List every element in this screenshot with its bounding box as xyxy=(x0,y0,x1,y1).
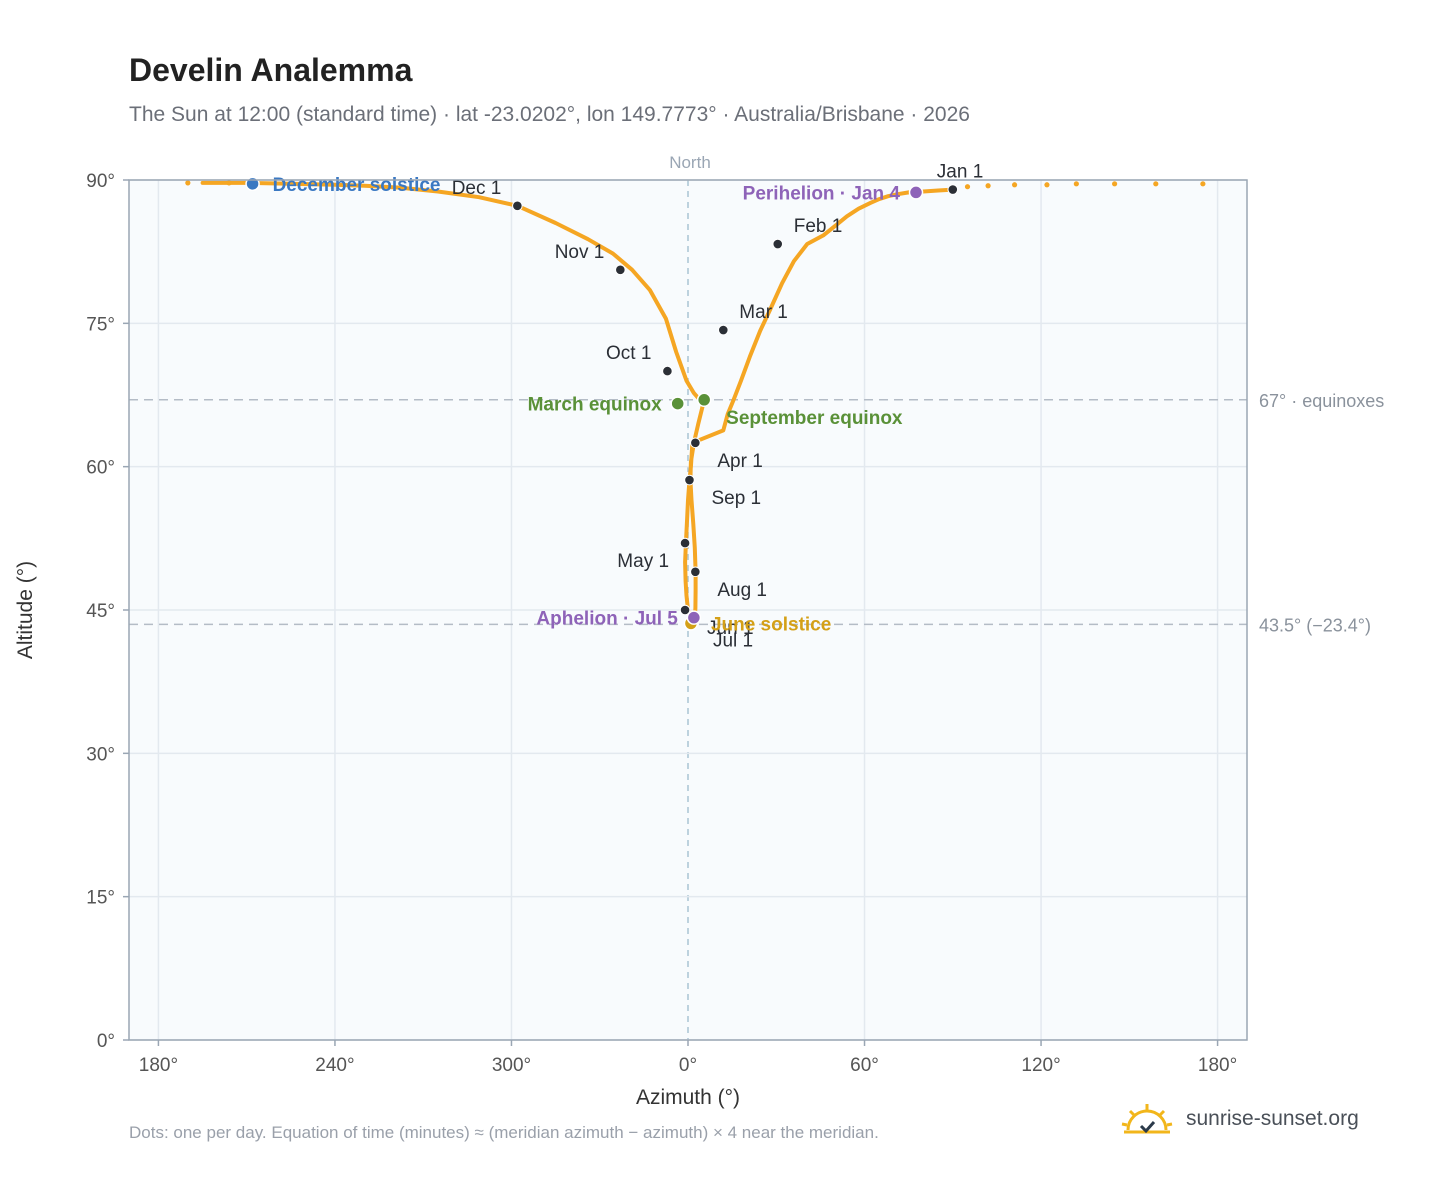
month-dot xyxy=(679,604,691,616)
month-label: Dec 1 xyxy=(452,178,502,199)
month-label: Aug 1 xyxy=(717,580,767,601)
x-tick-label: 180° xyxy=(1198,1055,1237,1076)
month-dot xyxy=(615,264,626,276)
event-dot xyxy=(686,610,702,625)
month-dot xyxy=(690,566,701,578)
event-label: June solstice xyxy=(711,614,831,635)
y-tick-label: 15° xyxy=(86,888,115,909)
chart-title: Develin Analemma xyxy=(129,52,413,88)
y-tick-label: 60° xyxy=(86,458,115,479)
month-label: Mar 1 xyxy=(739,302,788,323)
event-label: Perihelion · Jan 4 xyxy=(743,183,901,204)
month-label: Jan 1 xyxy=(937,162,983,183)
x-tick-label: 300° xyxy=(492,1055,531,1076)
month-dot xyxy=(947,184,959,195)
daily-dot xyxy=(1153,181,1159,187)
event-dot xyxy=(908,185,924,200)
y-tick-label: 75° xyxy=(86,314,115,335)
month-label: Oct 1 xyxy=(606,343,651,364)
y-tick-label: 30° xyxy=(86,744,115,765)
daily-dot xyxy=(226,180,232,186)
daily-dot xyxy=(185,180,191,186)
month-dot xyxy=(684,474,695,486)
y-tick-label: 0° xyxy=(97,1031,115,1052)
x-tick-label: 60° xyxy=(850,1055,879,1076)
month-label: Feb 1 xyxy=(794,216,843,237)
month-dot xyxy=(690,437,701,449)
month-label: Nov 1 xyxy=(555,242,605,263)
x-tick-label: 180° xyxy=(139,1055,178,1076)
sun-logo-icon xyxy=(1121,1104,1173,1134)
event-dot xyxy=(696,392,712,408)
footnote: Dots: one per day. Equation of time (min… xyxy=(129,1123,879,1142)
event-label: March equinox xyxy=(528,395,663,416)
brand[interactable]: sunrise-sunset.org xyxy=(1120,1102,1359,1136)
event-dot xyxy=(670,396,685,411)
north-label: North xyxy=(669,153,711,172)
y-tick-label: 90° xyxy=(86,171,115,192)
month-dot xyxy=(662,365,673,377)
x-tick-label: 120° xyxy=(1021,1055,1060,1076)
axes: 180° 240° 300° 0° 60° 120° 180° 0° 15° 30° 45° 60° 7… xyxy=(86,171,1237,1076)
month-label: Apr 1 xyxy=(717,451,762,472)
daily-dot xyxy=(1073,181,1079,187)
month-label: May 1 xyxy=(617,551,669,572)
y-tick-label: 45° xyxy=(86,601,115,622)
month-label: Jun 1 xyxy=(707,618,753,639)
brand-name: sunrise-sunset.org xyxy=(1186,1107,1359,1130)
chart-subtitle: The Sun at 12:00 (standard time) · lat -… xyxy=(129,103,970,126)
event-label: Aphelion · Jul 5 xyxy=(536,609,678,630)
month-dot xyxy=(718,324,729,336)
x-axis-label: Azimuth (°) xyxy=(636,1086,740,1109)
reference-line-label: 67° · equinoxes xyxy=(1259,391,1384,411)
x-tick-label: 240° xyxy=(315,1055,354,1076)
month-dot xyxy=(512,200,523,212)
event-label: September equinox xyxy=(726,408,903,429)
event-label: December solstice xyxy=(273,175,441,196)
y-axis-label: Altitude (°) xyxy=(14,561,37,659)
month-dot xyxy=(772,238,784,250)
month-dot xyxy=(679,537,691,549)
daily-dot xyxy=(985,183,991,189)
month-label: Sep 1 xyxy=(711,488,761,509)
reference-line-label: 43.5° (−23.4°) xyxy=(1259,615,1371,635)
daily-dot xyxy=(1112,181,1118,187)
x-tick-label: 0° xyxy=(679,1055,697,1076)
daily-dot xyxy=(964,184,971,190)
daily-dot xyxy=(1011,182,1018,188)
daily-dot xyxy=(1044,182,1050,188)
daily-dot xyxy=(1200,181,1206,187)
month-label: Jul 1 xyxy=(713,630,753,651)
